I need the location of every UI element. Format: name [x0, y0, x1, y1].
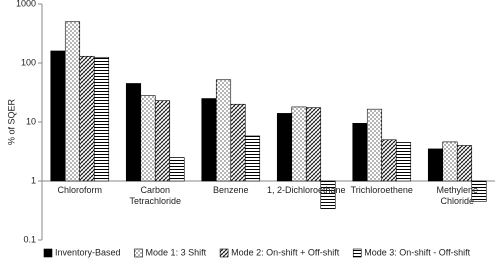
y-tick-label: 10: [26, 116, 36, 126]
legend-swatch: [43, 248, 53, 258]
bar: [471, 180, 487, 202]
bar: [93, 56, 110, 182]
y-tick-label: 1: [31, 175, 36, 185]
bar: [64, 21, 81, 182]
bar: [366, 108, 383, 182]
y-tick-label: 0.1: [23, 234, 36, 244]
y-tick-label: 1000: [16, 0, 36, 8]
bar: [154, 100, 171, 182]
bar: [395, 142, 412, 182]
legend-swatch: [134, 248, 143, 258]
legend-label: Mode 2: On-shift + Off-shift: [231, 247, 340, 257]
bar: [230, 103, 246, 182]
bar: [201, 98, 217, 182]
bar: [125, 83, 142, 182]
bar: [291, 106, 307, 182]
legend-swatch: [219, 248, 229, 258]
legend-swatch: [352, 248, 362, 258]
x-tick-label: Carbon Tetrachloride: [129, 185, 181, 206]
bar: [442, 141, 458, 182]
legend-label: Mode 1: 3 Shift: [146, 247, 207, 257]
bar: [320, 180, 336, 209]
legend-label: Inventory-Based: [55, 247, 121, 257]
bar: [79, 55, 95, 182]
bar: [169, 157, 185, 182]
bar: [140, 95, 156, 182]
bar: [276, 113, 293, 182]
x-tick-label: Trichloroethene: [351, 185, 413, 195]
y-axis-label: % of SQER: [6, 98, 16, 145]
bar: [456, 145, 473, 182]
bar: [50, 50, 66, 182]
bar: [215, 79, 232, 182]
bar: [352, 123, 368, 182]
bar: [305, 107, 322, 182]
x-tick-label: Benzene: [213, 185, 249, 195]
x-tick-label: Chloroform: [57, 185, 102, 195]
legend-label: Mode 3: On-shift - Off-shift: [364, 247, 470, 257]
x-tick-label: Methylene Chloride: [436, 185, 478, 206]
bar: [244, 135, 261, 182]
bar: [427, 148, 444, 182]
x-tick-label: 1, 2-Dichloroethane: [267, 185, 346, 195]
bar: [381, 139, 397, 182]
y-tick-label: 100: [21, 57, 36, 67]
